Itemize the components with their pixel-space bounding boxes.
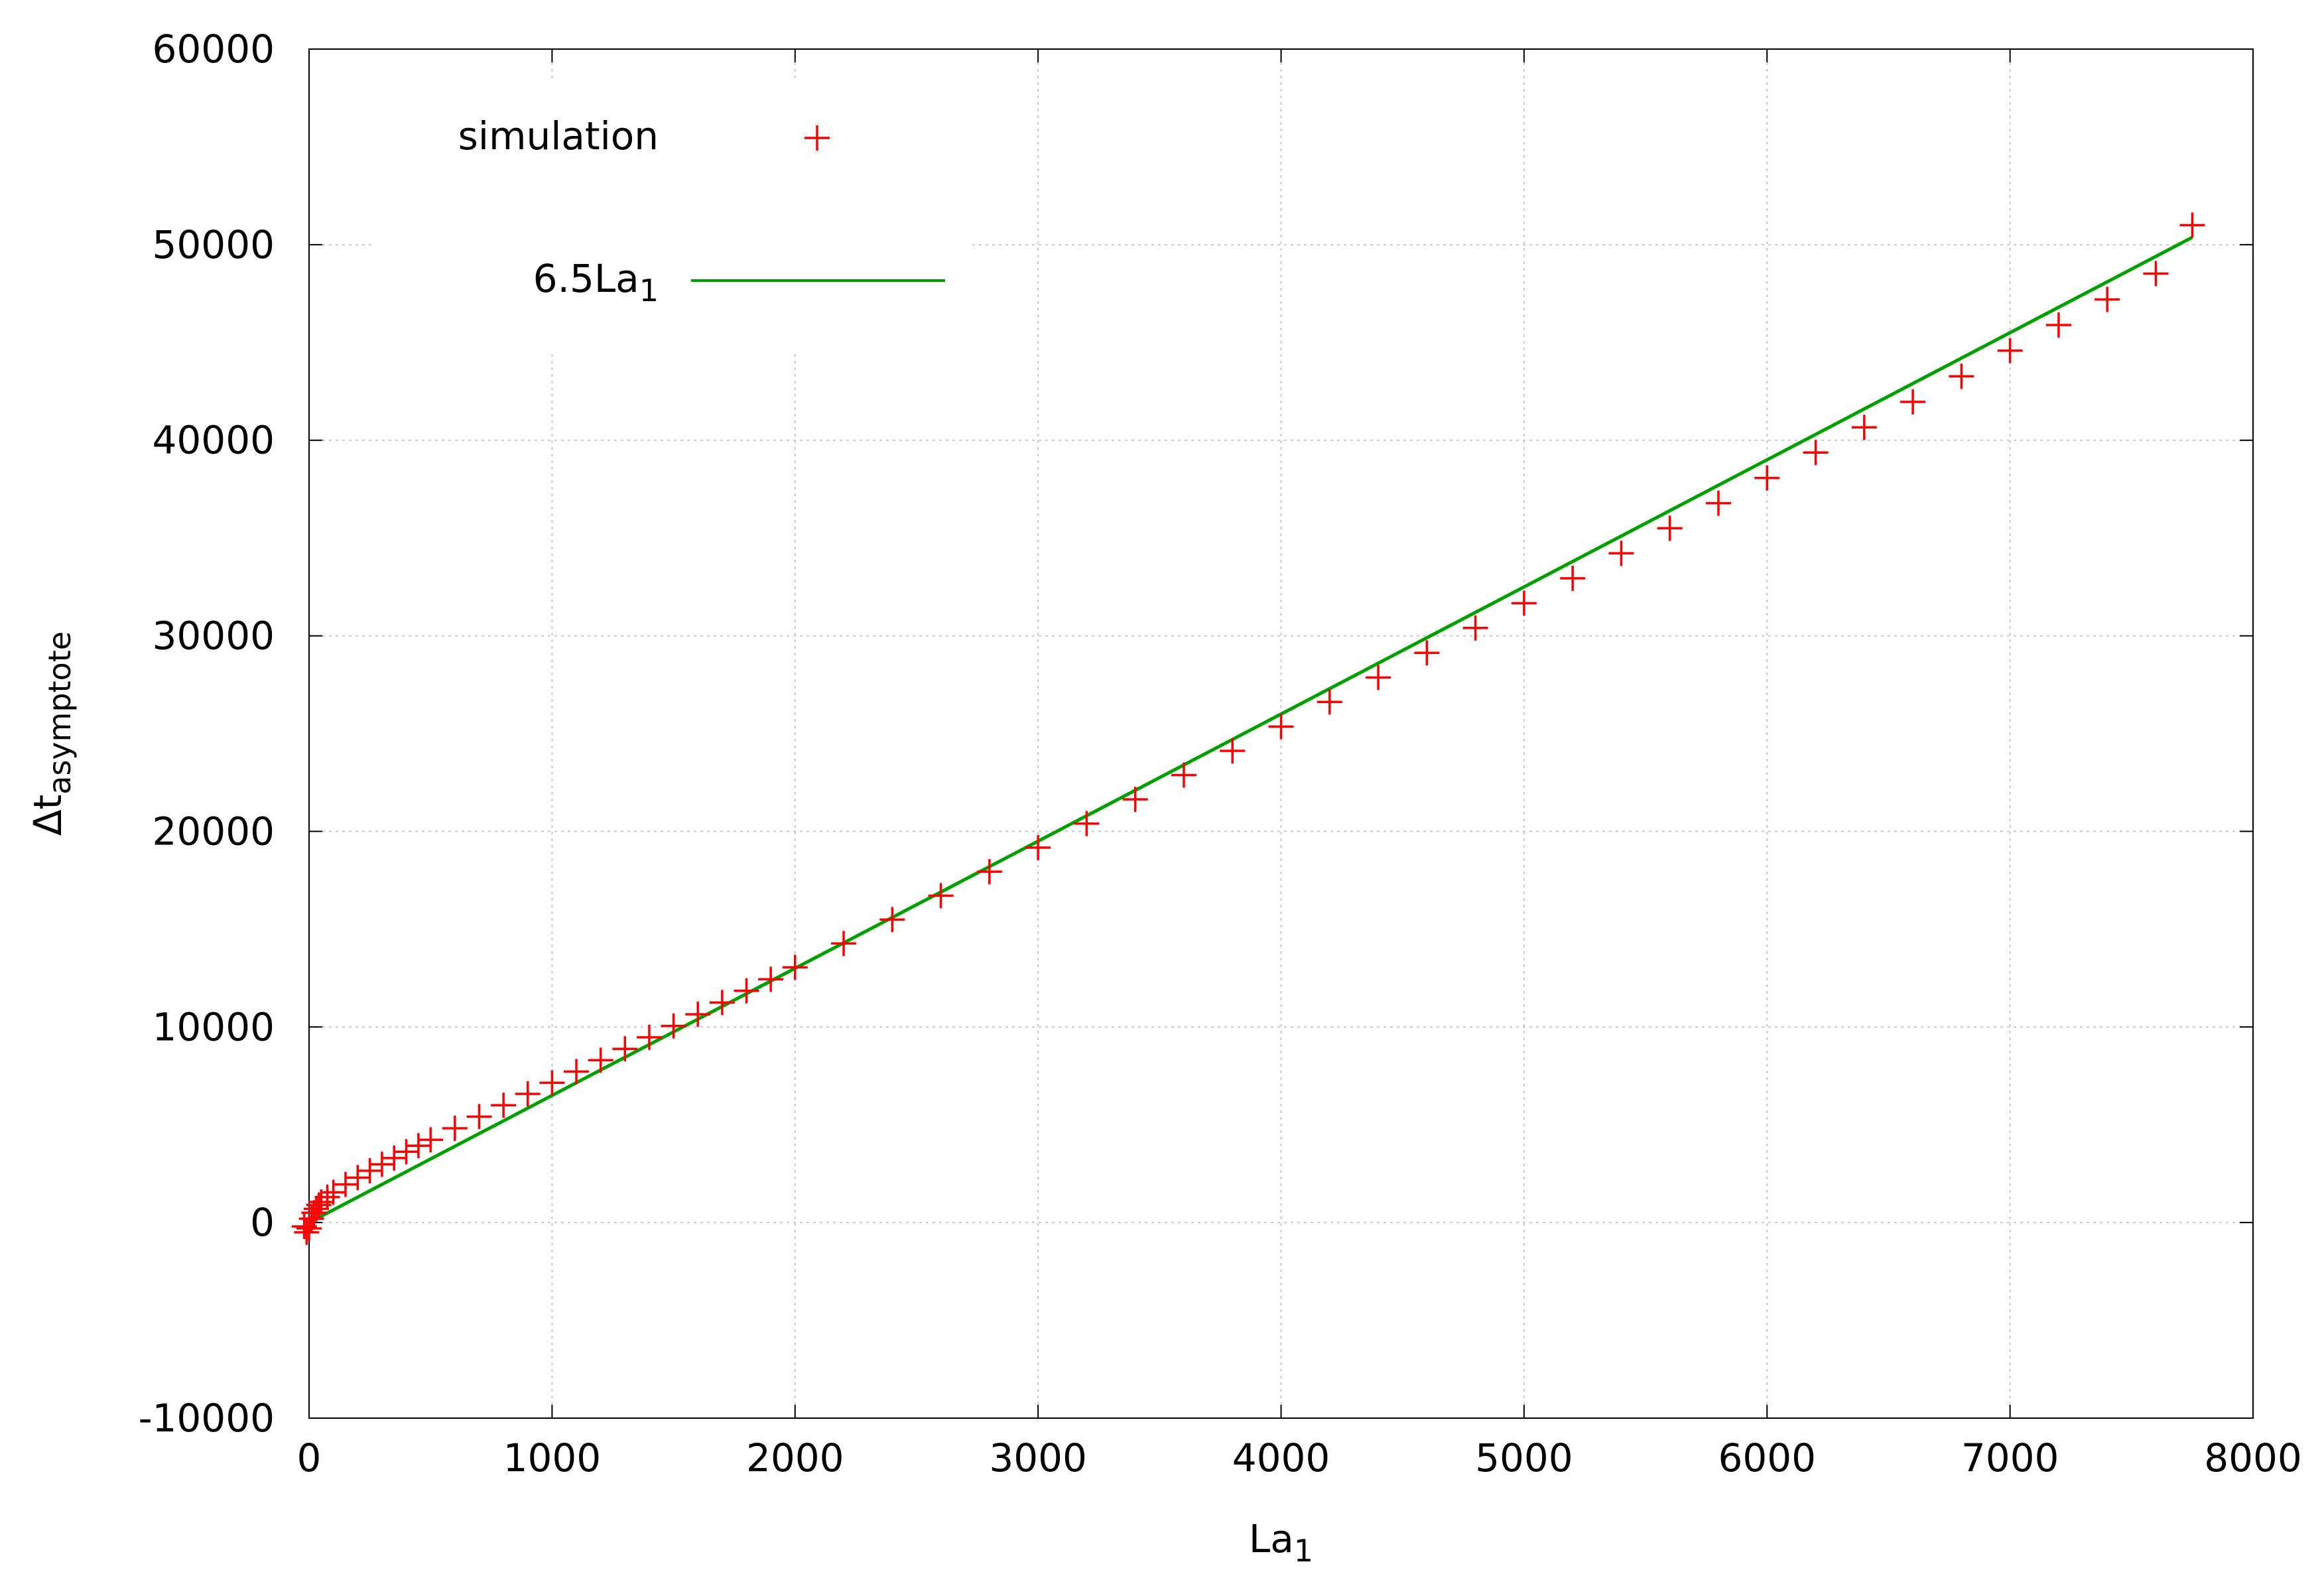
- data-point: [2143, 261, 2169, 287]
- data-point: [2095, 287, 2120, 312]
- y-tick-label: 0: [250, 1200, 275, 1245]
- y-tick-label: -10000: [139, 1396, 275, 1441]
- data-point: [976, 859, 1002, 885]
- fit-line: [308, 235, 2193, 1224]
- data-point: [393, 1139, 419, 1165]
- data-point: [1268, 714, 1294, 740]
- data-point: [1220, 738, 1246, 763]
- x-tick-label: 7000: [1961, 1435, 2059, 1480]
- data-point: [709, 990, 735, 1016]
- legend-marker-simulation: [805, 125, 830, 151]
- data-point: [831, 931, 857, 956]
- data-point: [2045, 312, 2071, 338]
- data-point: [734, 978, 759, 1004]
- y-tick-label: 60000: [152, 27, 275, 72]
- x-axis-label: La1: [1249, 1516, 1313, 1569]
- x-tick-label: 0: [297, 1435, 322, 1480]
- series-6-5la1: [308, 235, 2193, 1224]
- y-tick-label: 20000: [152, 809, 275, 854]
- data-point: [1462, 615, 1488, 641]
- x-tick-label: 8000: [2204, 1435, 2302, 1480]
- data-point: [1803, 440, 1829, 466]
- data-point: [442, 1116, 468, 1142]
- data-point: [418, 1127, 444, 1153]
- data-point: [539, 1070, 565, 1096]
- data-point: [369, 1151, 395, 1177]
- data-point: [1171, 762, 1196, 788]
- x-axis: 0 1000 2000 3000 4000 5000 6000 7000 8000: [297, 49, 2302, 1480]
- data-point: [2179, 212, 2205, 238]
- y-axis-label: Δtasymptote: [25, 631, 78, 836]
- data-point: [1705, 490, 1731, 516]
- data-point: [879, 907, 905, 933]
- data-point: [1949, 363, 1974, 389]
- x-tick-label: 2000: [746, 1435, 844, 1480]
- data-point: [515, 1081, 541, 1107]
- data-point: [928, 883, 954, 909]
- data-point: [1317, 689, 1342, 715]
- y-tick-label: 10000: [152, 1004, 275, 1049]
- data-point: [1074, 811, 1100, 836]
- data-point: [1608, 541, 1634, 566]
- legend-label-simulation: simulation: [458, 113, 659, 159]
- data-point: [303, 1196, 329, 1222]
- data-point: [298, 1206, 324, 1232]
- data-point: [1560, 565, 1586, 591]
- data-point: [636, 1024, 662, 1050]
- data-point: [294, 1219, 320, 1245]
- legend-label-6-5la1: 6.5La1: [533, 256, 659, 308]
- data-point: [314, 1184, 340, 1210]
- legend-plus-marker: [805, 125, 830, 151]
- data-point: [308, 1189, 334, 1215]
- data-point: [345, 1165, 371, 1191]
- y-tick-label: 30000: [152, 614, 275, 659]
- data-point: [1900, 389, 1926, 415]
- data-point: [296, 1215, 322, 1241]
- data-point: [491, 1092, 517, 1118]
- data-point: [1366, 665, 1391, 690]
- y-tick-label: 40000: [152, 418, 275, 463]
- data-point: [564, 1059, 590, 1085]
- x-tick-label: 4000: [1232, 1435, 1330, 1480]
- legend: simulation 6.5La1: [371, 80, 968, 352]
- data-point: [332, 1171, 358, 1197]
- x-tick-label: 3000: [989, 1435, 1087, 1480]
- series-simulation: [291, 212, 2205, 1245]
- data-point: [685, 1002, 711, 1027]
- data-point: [357, 1158, 383, 1184]
- data-point: [1414, 640, 1440, 666]
- data-point: [381, 1145, 407, 1171]
- data-point: [1657, 515, 1683, 541]
- data-point: [466, 1104, 492, 1130]
- legend-background: [371, 80, 968, 352]
- y-axis: -10000 0 10000 20000 30000 40000 50000 60000: [139, 27, 2253, 1441]
- data-point: [661, 1013, 686, 1039]
- data-point: [612, 1036, 638, 1062]
- data-point: [1851, 415, 1877, 440]
- data-point: [758, 966, 784, 992]
- data-point: [1122, 787, 1148, 813]
- data-point: [1997, 338, 2023, 363]
- data-point: [588, 1047, 613, 1073]
- data-point: [1754, 465, 1780, 491]
- data-point: [782, 954, 808, 980]
- x-tick-label: 6000: [1718, 1435, 1816, 1480]
- data-point: [1511, 590, 1537, 616]
- x-tick-label: 1000: [503, 1435, 602, 1480]
- data-point: [1025, 834, 1051, 860]
- data-point: [405, 1133, 431, 1159]
- y-tick-label: 50000: [152, 222, 275, 267]
- x-tick-label: 5000: [1475, 1435, 1573, 1480]
